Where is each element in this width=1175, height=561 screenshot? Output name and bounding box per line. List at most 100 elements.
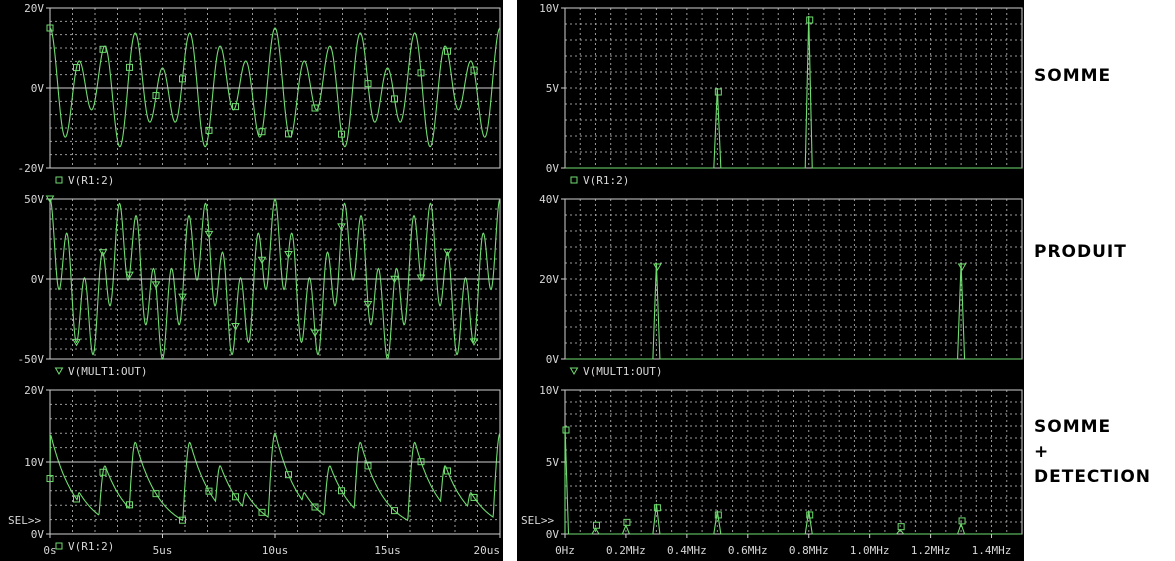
time-plot-2-trace	[49, 198, 501, 360]
time-plot-1-marker	[364, 80, 372, 88]
time-xtick-label: 15us	[374, 544, 401, 557]
time-plot-3-marker	[73, 495, 80, 503]
time-plot-2-marker	[125, 271, 134, 280]
time-plot-2-legend-marker	[54, 367, 64, 375]
time-plot-1-marker	[338, 130, 345, 138]
time-plot-2-marker	[72, 338, 81, 347]
time-plot-2-marker	[204, 230, 214, 239]
freq-plot-2-ytick-label: 0V	[546, 353, 560, 366]
time-plot-3-marker	[417, 458, 425, 466]
time-plot-2-marker	[363, 300, 373, 309]
time-plot-1-marker	[99, 45, 107, 53]
time-plot-1-marker	[46, 24, 54, 32]
time-plot-2-marker	[416, 274, 426, 282]
time-plot-2-marker	[390, 275, 399, 284]
time-plot-1-legend-label: V(R1:2)	[68, 174, 114, 187]
time-plot-2-marker	[98, 249, 108, 257]
time-plot-3-marker	[391, 507, 398, 515]
frequency-domain-plots: 10V 5V 0V V(R1:2) 40V 20V 0V V(MULT1:OUT) 10V 5V 0…	[521, 2, 1023, 557]
freq-xtick-label: 0.6MHz	[728, 544, 768, 557]
time-plot-1-marker	[152, 92, 160, 100]
freq-plot-1-ytick-label: 0V	[546, 162, 560, 175]
time-plot-2-ytick-label: -50V	[18, 353, 45, 366]
freq-plot-1-legend-marker	[570, 176, 578, 184]
freq-plot-2-marker	[957, 263, 967, 271]
time-plot-1-marker	[417, 69, 425, 77]
time-plot-2-marker	[178, 293, 187, 302]
freq-plot-3-marker	[562, 426, 570, 434]
freq-plot-1-marker	[806, 16, 814, 24]
time-plot-3-marker	[285, 471, 292, 479]
time-plot-1-trace	[49, 27, 501, 148]
freq-plot-3-marker	[653, 504, 661, 512]
freq-xtick-label: 0.2MHz	[606, 544, 646, 557]
freq-plot-1-ytick-label: 10V	[539, 2, 559, 15]
time-plot-2-marker	[310, 329, 320, 338]
label-detect-line2: +	[1034, 442, 1050, 462]
left-time-domain-panel: 20V 0V -20V V(R1:2) 50V 0V -50V V(MULT1:OUT) 20V…	[0, 0, 503, 561]
time-plot-1-marker	[311, 104, 319, 112]
time-plot-1-marker	[73, 64, 80, 72]
freq-plot-2-legend-label: V(MULT1:OUT)	[583, 365, 662, 378]
freq-plot-3-marker	[958, 517, 966, 525]
label-detect-line1: SOMME	[1034, 417, 1112, 437]
freq-plot-2-trace	[565, 262, 1022, 360]
freq-plot-3-marker	[623, 518, 631, 526]
time-plot-3-legend-label: V(R1:2)	[68, 540, 114, 553]
time-plot-2-ytick-label: 50V	[24, 193, 44, 206]
freq-plot-3-marker	[714, 511, 722, 519]
time-plot-3-marker	[470, 493, 478, 501]
label-detect-line3: DETECTION	[1034, 467, 1152, 487]
freq-plot-1-marker	[714, 88, 722, 96]
freq-xtick-label: 0Hz	[555, 544, 575, 557]
freq-xtick-label: 1.4MHz	[972, 544, 1012, 557]
time-plot-3-ytick-label: 0V	[31, 528, 45, 541]
freq-plot-3-ytick-label: 5V	[546, 456, 560, 469]
time-plot-3-marker	[338, 487, 345, 495]
time-plot-1-marker	[205, 126, 213, 134]
freq-plot-3-ytick-label: 0V	[546, 528, 560, 541]
freq-plot-2-marker	[653, 263, 662, 271]
time-plot-3-ytick-label: 10V	[24, 456, 44, 469]
freq-plot-3-marker	[592, 521, 600, 529]
time-plot-2-marker	[284, 250, 293, 259]
freq-xtick-label: 0.8MHz	[789, 544, 829, 557]
freq-xtick-label: 1.2MHz	[911, 544, 951, 557]
time-plot-1-marker	[391, 95, 398, 103]
time-plot-3-marker	[311, 503, 319, 511]
freq-plot-3-ytick-label: 10V	[539, 384, 559, 397]
time-plot-2-marker	[231, 322, 240, 331]
time-plot-3-marker	[126, 501, 133, 509]
time-sel-label: SEL>>	[8, 514, 41, 527]
time-plot-3-marker	[258, 508, 266, 516]
time-plot-1-marker	[444, 47, 451, 55]
label-somme: SOMME	[1034, 66, 1112, 86]
time-plot-1-marker	[258, 128, 266, 136]
time-plot-1-ytick-label: 0V	[31, 82, 45, 95]
time-plot-1-marker	[285, 130, 292, 138]
time-plot-2-marker	[443, 248, 452, 257]
time-xtick-label: 0s	[43, 544, 56, 557]
time-plot-1-legend-marker	[55, 176, 63, 184]
time-plot-2-marker	[45, 195, 55, 203]
time-plot-1-marker	[179, 75, 186, 83]
time-plot-3-marker	[364, 462, 372, 470]
time-plot-2-ytick-label: 0V	[31, 273, 45, 286]
freq-sel-label: SEL>>	[521, 514, 554, 527]
freq-plot-3-marker	[897, 523, 905, 531]
time-domain-plots: 20V 0V -20V V(R1:2) 50V 0V -50V V(MULT1:OUT) 20V…	[8, 2, 501, 557]
time-plot-2-marker	[257, 256, 267, 265]
label-somme-detection: SOMME + DETECTION	[1034, 415, 1151, 490]
time-plot-3-marker	[46, 475, 54, 483]
freq-plot-3-marker	[806, 511, 814, 519]
time-plot-1-marker	[232, 103, 239, 111]
time-plot-1-ytick-label: -20V	[18, 162, 45, 175]
time-plot-3-marker	[444, 467, 451, 475]
time-plot-3-legend-marker	[55, 542, 63, 550]
label-produit: PRODUIT	[1034, 242, 1127, 262]
freq-plot-2-legend-marker	[569, 367, 579, 375]
time-plot-3-trace	[49, 432, 501, 522]
freq-plot-1-legend-label: V(R1:2)	[583, 174, 629, 187]
time-plot-2-legend-label: V(MULT1:OUT)	[68, 365, 147, 378]
time-plot-2-marker	[469, 338, 479, 346]
